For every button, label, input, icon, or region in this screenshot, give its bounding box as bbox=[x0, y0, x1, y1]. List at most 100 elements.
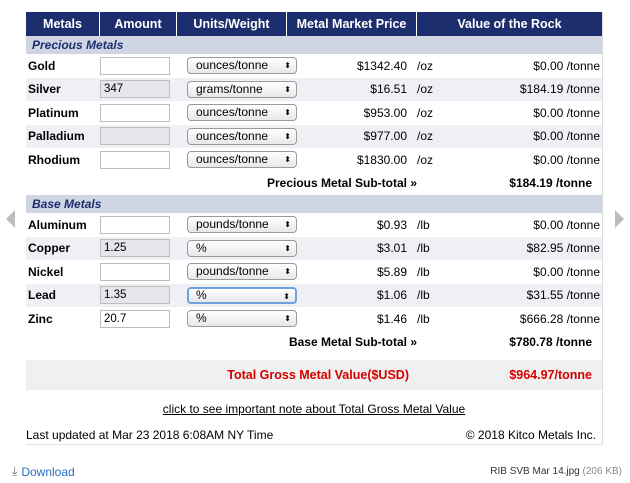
metal-name: Rhodium bbox=[28, 152, 80, 167]
copyright-text: © 2018 Kitco Metals Inc. bbox=[465, 428, 596, 442]
unit-select[interactable]: pounds/tonne ⬍ bbox=[187, 216, 297, 234]
rock-value: $0.00 /tonne bbox=[533, 264, 600, 279]
amount-input[interactable]: 1.25 bbox=[100, 239, 170, 258]
download-label[interactable]: Download bbox=[21, 464, 75, 479]
metal-name: Nickel bbox=[28, 264, 64, 279]
gross-value-amount: $964.97/tonne bbox=[509, 368, 592, 382]
price-unit: /oz bbox=[417, 105, 434, 120]
gross-value-label: Total Gross Metal Value($USD) bbox=[227, 368, 409, 382]
rock-value: $0.00 /tonne bbox=[533, 58, 600, 73]
unit-select[interactable]: ounces/tonne ⬍ bbox=[187, 127, 297, 145]
metal-row-rhodium: Rhodium ounces/tonne ⬍ $1830.00/oz $0.00 /to… bbox=[26, 148, 602, 172]
metal-row-platinum: Platinum ounces/tonne ⬍ $953.00/oz $0.00 /to… bbox=[26, 101, 602, 125]
select-arrows-icon: ⬍ bbox=[283, 291, 290, 301]
rock-value: $666.28 /tonne bbox=[519, 311, 600, 326]
price-unit: /lb bbox=[417, 217, 430, 232]
unit-select[interactable]: ounces/tonne ⬍ bbox=[187, 151, 297, 169]
metal-row-aluminum: Aluminum pounds/tonne ⬍ $0.93/lb $0.00 /tonn… bbox=[26, 213, 602, 237]
price-unit: /oz bbox=[417, 58, 434, 73]
price-unit: /oz bbox=[417, 82, 434, 97]
metal-row-zinc: Zinc 20.7% ⬍ $1.46/lb $666.28 /tonne bbox=[26, 307, 602, 331]
unit-select-value: % bbox=[196, 287, 207, 302]
select-arrows-icon: ⬍ bbox=[284, 155, 291, 165]
base-metals-heading: Base Metals bbox=[26, 195, 602, 213]
price-unit: /oz bbox=[417, 152, 434, 167]
market-price: $1830.00 bbox=[356, 152, 407, 167]
header-metals: Metals bbox=[26, 12, 100, 36]
metal-name: Platinum bbox=[28, 105, 79, 120]
amount-input[interactable] bbox=[100, 215, 170, 234]
file-name: RIB SVB Mar 14.jpg bbox=[490, 466, 580, 477]
metal-row-copper: Copper 1.25% ⬍ $3.01/lb $82.95 /tonne bbox=[26, 236, 602, 260]
metal-name: Palladium bbox=[28, 129, 85, 144]
price-unit: /lb bbox=[417, 241, 430, 256]
market-price: $1.46 bbox=[376, 311, 407, 326]
unit-select[interactable]: % ⬍ bbox=[187, 286, 297, 304]
select-arrows-icon: ⬍ bbox=[284, 220, 291, 230]
rock-value: $0.00 /tonne bbox=[533, 129, 600, 144]
metal-row-palladium: Palladium ounces/tonne ⬍ $977.00/oz $0.00 /t… bbox=[26, 124, 602, 148]
price-unit: /oz bbox=[417, 129, 434, 144]
precious-metals-list: Gold ounces/tonne ⬍ $1342.40/oz $0.00 /tonne… bbox=[26, 54, 602, 172]
select-arrows-icon: ⬍ bbox=[284, 61, 291, 71]
file-info: RIB SVB Mar 14.jpg (206 KB) bbox=[490, 466, 622, 477]
select-arrows-icon: ⬍ bbox=[284, 243, 291, 253]
metal-row-gold: Gold ounces/tonne ⬍ $1342.40/oz $0.00 /tonne bbox=[26, 54, 602, 78]
amount-input[interactable]: 347 bbox=[100, 80, 170, 99]
base-subtotal-row: Base Metal Sub-total » $780.78 /tonne bbox=[26, 331, 602, 355]
amount-input[interactable] bbox=[100, 150, 170, 169]
amount-input[interactable] bbox=[100, 103, 170, 122]
metal-name: Gold bbox=[28, 58, 56, 73]
important-note-link[interactable]: click to see important note about Total … bbox=[162, 402, 466, 416]
metal-name: Silver bbox=[28, 82, 61, 97]
rock-value: $0.00 /tonne bbox=[533, 105, 600, 120]
unit-select-value: ounces/tonne bbox=[196, 152, 269, 167]
price-unit: /lb bbox=[417, 311, 430, 326]
header-value: Value of the Rock bbox=[457, 17, 562, 31]
chevron-left-icon[interactable] bbox=[6, 210, 15, 228]
rock-value: $184.19 /tonne bbox=[519, 82, 600, 97]
unit-select[interactable]: % ⬍ bbox=[187, 239, 297, 257]
base-metals-list: Aluminum pounds/tonne ⬍ $0.93/lb $0.00 /tonn… bbox=[26, 213, 602, 331]
amount-input[interactable]: 1.35 bbox=[100, 286, 170, 305]
rock-value: $82.95 /tonne bbox=[526, 241, 600, 256]
precious-subtotal-value: $184.19 /tonne bbox=[509, 176, 592, 191]
unit-select-value: ounces/tonne bbox=[196, 58, 269, 73]
unit-select[interactable]: ounces/tonne ⬍ bbox=[187, 104, 297, 122]
rock-value: $0.00 /tonne bbox=[533, 152, 600, 167]
precious-subtotal-row: Precious Metal Sub-total » $184.19 /tonn… bbox=[26, 172, 602, 196]
table-header: Metals Amount Units/Weight Metal Market … bbox=[26, 12, 602, 36]
file-size: (206 KB) bbox=[582, 466, 622, 477]
unit-select[interactable]: % ⬍ bbox=[187, 310, 297, 328]
download-link[interactable]: ⤓ Download bbox=[12, 464, 75, 479]
metal-name: Lead bbox=[28, 288, 57, 303]
amount-input[interactable]: 20.7 bbox=[100, 309, 170, 328]
chevron-right-icon[interactable] bbox=[615, 210, 624, 228]
last-updated-text: Last updated at Mar 23 2018 6:08AM NY Ti… bbox=[26, 428, 274, 442]
header-amount: Amount bbox=[100, 12, 177, 36]
precious-subtotal-label[interactable]: Precious Metal Sub-total » bbox=[266, 176, 417, 191]
unit-select[interactable]: ounces/tonne ⬍ bbox=[187, 57, 297, 75]
unit-select[interactable]: grams/tonne ⬍ bbox=[187, 80, 297, 98]
select-arrows-icon: ⬍ bbox=[284, 267, 291, 277]
unit-select[interactable]: pounds/tonne ⬍ bbox=[187, 263, 297, 281]
download-arrow-icon: ⤓ bbox=[12, 464, 18, 478]
metal-row-nickel: Nickel pounds/tonne ⬍ $5.89/lb $0.00 /tonne bbox=[26, 260, 602, 284]
select-arrows-icon: ⬍ bbox=[284, 314, 291, 324]
market-price: $0.93 bbox=[376, 217, 407, 232]
market-price: $953.00 bbox=[363, 105, 407, 120]
amount-input[interactable] bbox=[100, 127, 170, 146]
rock-value: $0.00 /tonne bbox=[533, 217, 600, 232]
price-unit: /lb bbox=[417, 288, 430, 303]
unit-select-value: pounds/tonne bbox=[196, 217, 269, 232]
market-price: $16.51 bbox=[370, 82, 407, 97]
metal-name: Copper bbox=[28, 241, 70, 256]
base-subtotal-value: $780.78 /tonne bbox=[509, 335, 592, 350]
precious-metals-heading: Precious Metals bbox=[26, 36, 602, 54]
header-units: Units/Weight bbox=[177, 12, 287, 36]
base-subtotal-label[interactable]: Base Metal Sub-total » bbox=[288, 335, 417, 350]
amount-input[interactable] bbox=[100, 56, 170, 75]
amount-input[interactable] bbox=[100, 262, 170, 281]
select-arrows-icon: ⬍ bbox=[284, 131, 291, 141]
metal-name: Aluminum bbox=[28, 217, 87, 232]
